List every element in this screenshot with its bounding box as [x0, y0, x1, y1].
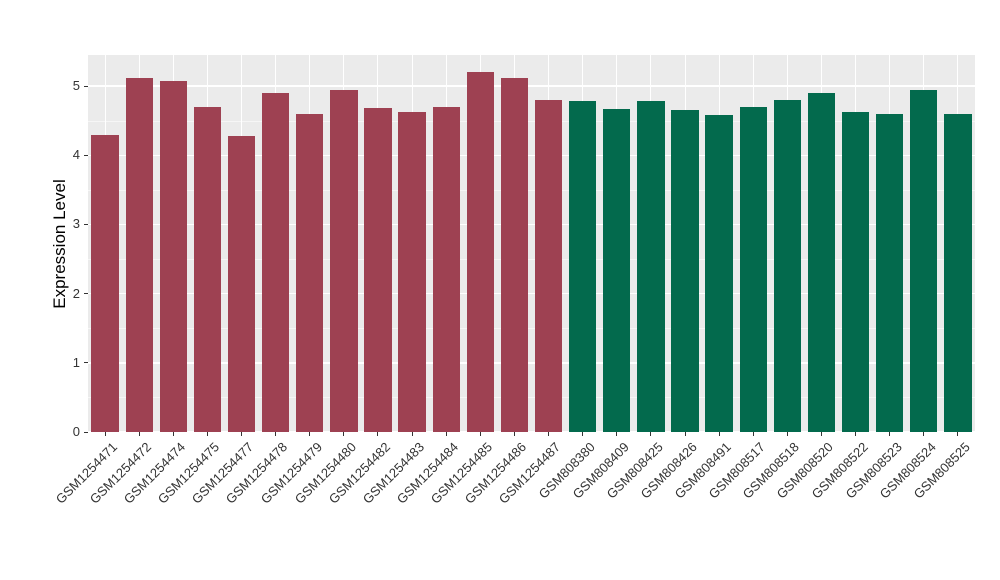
x-tick-label: GSM1254483 — [359, 439, 428, 507]
x-tick-mark — [411, 432, 413, 436]
major-gridline — [88, 85, 975, 87]
bar-GSM1254477 — [227, 135, 256, 432]
x-tick-label: GSM1254480 — [291, 439, 359, 507]
major-gridline — [88, 154, 975, 157]
x-tick-label: GSM808524 — [876, 439, 939, 502]
y-tick-label: 1 — [72, 354, 80, 370]
bar-GSM808522 — [841, 111, 870, 432]
x-tick-label: GSM808520 — [774, 439, 837, 502]
x-tick-mark — [104, 432, 106, 436]
x-tick-mark — [138, 432, 140, 436]
x-tick-label: GSM1254471 — [52, 439, 120, 507]
x-tick-mark — [241, 432, 243, 436]
x-tick-label: GSM1254487 — [496, 439, 564, 507]
y-tick-label: 5 — [72, 78, 80, 94]
bar-GSM1254475 — [193, 106, 222, 432]
bar-GSM1254484 — [432, 106, 460, 432]
x-tick-label: GSM808517 — [705, 439, 769, 502]
x-tick-label: GSM1254475 — [154, 439, 223, 507]
bar-GSM808524 — [910, 90, 938, 432]
x-tick-label: GSM808426 — [637, 439, 700, 502]
x-tick-mark — [786, 432, 788, 436]
minor-gridline — [88, 120, 975, 122]
plot-area — [88, 55, 975, 432]
y-axis-title: Expression Level — [50, 179, 69, 309]
bar-GSM1254487 — [534, 99, 563, 432]
major-gridline — [88, 362, 975, 364]
x-tick-mark — [206, 432, 208, 436]
x-tick-mark — [957, 432, 959, 436]
x-tick-mark — [172, 432, 174, 436]
bar-GSM1254471 — [91, 134, 119, 432]
x-tick-mark — [479, 432, 481, 436]
x-tick-mark — [343, 432, 345, 436]
x-tick-label: GSM1254474 — [120, 439, 189, 507]
x-tick-label: GSM1254484 — [393, 439, 462, 507]
bar-GSM808409 — [603, 108, 631, 432]
bar-GSM1254474 — [159, 81, 187, 432]
minor-gridline — [88, 328, 975, 330]
bar-GSM808426 — [671, 110, 699, 432]
bar-GSM1254478 — [261, 93, 290, 432]
x-tick-label: GSM808523 — [842, 439, 905, 502]
major-gridline — [88, 223, 975, 226]
x-tick-mark — [889, 432, 891, 436]
x-tick-label: GSM808522 — [808, 439, 871, 502]
minor-gridline — [88, 259, 975, 261]
x-tick-mark — [513, 432, 515, 436]
x-tick-label: GSM1254479 — [257, 439, 325, 507]
x-tick-mark — [820, 432, 822, 436]
bar-GSM808518 — [773, 99, 801, 432]
bar-GSM808517 — [739, 106, 767, 432]
x-tick-label: GSM1254482 — [325, 439, 393, 507]
x-tick-mark — [309, 432, 311, 436]
bar-GSM808520 — [807, 93, 836, 432]
y-tick-label: 0 — [72, 424, 80, 439]
bar-GSM808491 — [705, 115, 733, 432]
minor-gridline — [88, 397, 975, 399]
x-tick-mark — [855, 432, 857, 436]
minor-gridline — [88, 189, 975, 191]
x-tick-label: GSM1254477 — [189, 439, 257, 507]
bar-GSM1254472 — [125, 77, 153, 432]
major-gridline — [88, 292, 975, 295]
x-tick-mark — [923, 432, 925, 436]
bar-GSM808525 — [944, 113, 972, 432]
x-tick-mark — [718, 432, 720, 436]
x-tick-label: GSM808409 — [569, 439, 632, 502]
x-tick-label: GSM808491 — [671, 439, 735, 502]
x-tick-mark — [377, 432, 379, 436]
x-tick-label: GSM1254472 — [86, 439, 155, 507]
bar-GSM808380 — [569, 101, 597, 432]
bar-GSM1254485 — [466, 72, 494, 432]
bar-GSM1254479 — [296, 113, 324, 432]
bar-GSM808425 — [637, 101, 665, 432]
x-tick-label: GSM808518 — [740, 439, 803, 502]
bar-GSM1254486 — [500, 77, 529, 432]
x-tick-mark — [650, 432, 652, 436]
x-tick-mark — [752, 432, 754, 436]
bar-GSM1254483 — [398, 111, 426, 432]
major-gridline — [88, 431, 975, 432]
x-tick-mark — [445, 432, 447, 436]
x-tick-label: GSM1254478 — [223, 439, 291, 507]
x-tick-label: GSM1254485 — [427, 439, 496, 507]
bar-GSM1254480 — [330, 90, 358, 432]
y-tick-label: 4 — [72, 147, 80, 163]
x-tick-label: GSM808380 — [535, 439, 598, 502]
bar-GSM1254482 — [364, 108, 392, 432]
x-tick-mark — [275, 432, 277, 436]
bar-GSM808523 — [876, 113, 904, 432]
x-tick-label: GSM1254486 — [462, 439, 530, 507]
x-tick-mark — [582, 432, 584, 436]
x-tick-mark — [548, 432, 550, 436]
x-tick-label: GSM808425 — [603, 439, 666, 502]
x-tick-label: GSM808525 — [910, 439, 973, 502]
x-tick-mark — [684, 432, 686, 436]
x-tick-mark — [616, 432, 618, 436]
